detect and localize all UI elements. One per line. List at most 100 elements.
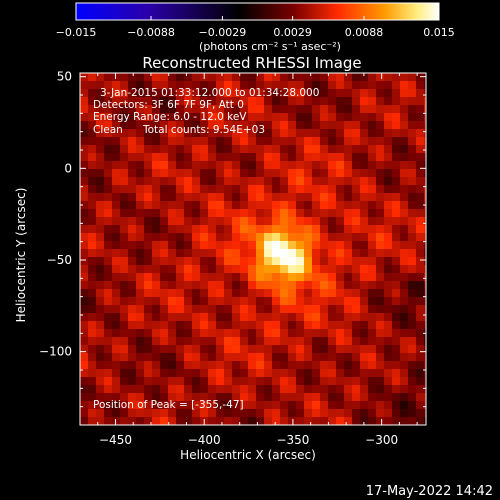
heatmap-cell [232,337,240,345]
heatmap-cell [288,257,296,265]
heatmap-cell [400,121,408,129]
heatmap-cell [328,281,336,289]
heatmap-cell [200,169,208,177]
heatmap-cell [112,401,120,409]
heatmap-cell [296,169,304,177]
heatmap-cell [264,185,272,193]
heatmap-cell [296,193,304,201]
heatmap-cell [312,401,320,409]
heatmap-cell [104,137,112,145]
heatmap-cell [96,145,104,153]
heatmap-cell [392,369,400,377]
heatmap-cell [320,217,328,225]
heatmap-cell [240,169,248,177]
heatmap-cell [352,177,360,185]
heatmap-cell [240,73,248,81]
heatmap-cell [360,129,368,137]
heatmap-cell [232,361,240,369]
heatmap-cell [168,393,176,401]
heatmap-cell [112,201,120,209]
heatmap-cell [136,329,144,337]
heatmap-cell [304,289,312,297]
heatmap-cell [376,265,384,273]
y-tick-label: 50 [57,70,72,84]
heatmap-cell [240,225,248,233]
heatmap-cell [152,313,160,321]
heatmap-cell [424,337,426,345]
heatmap-cell [184,289,192,297]
heatmap-cell [80,377,88,385]
heatmap-cell [192,377,200,385]
heatmap-cell [208,401,216,409]
heatmap-cell [288,193,296,201]
heatmap-cell [352,385,360,393]
heatmap-cell [264,417,272,425]
heatmap-cell [368,369,376,377]
heatmap-cell [144,273,152,281]
heatmap-cell [296,241,304,249]
heatmap-cell [288,73,296,81]
heatmap-cell [376,121,384,129]
heatmap-cell [344,161,352,169]
heatmap-cell [240,329,248,337]
heatmap-cell [368,297,376,305]
heatmap-cell [112,113,120,121]
heatmap-cell [288,113,296,121]
heatmap-cell [96,209,104,217]
time-range-annotation: 3-Jan-2015 01:33:12.000 to 01:34:28.000 [100,87,319,99]
heatmap-cell [184,177,192,185]
heatmap-cell [224,321,232,329]
heatmap-cell [312,345,320,353]
heatmap-cell [200,113,208,121]
heatmap-cell [96,129,104,137]
heatmap-cell [312,337,320,345]
heatmap-cell [424,257,426,265]
heatmap-cell [168,249,176,257]
heatmap-cell [392,121,400,129]
heatmap-cell [88,353,96,361]
heatmap-cell [192,313,200,321]
heatmap-cell [368,313,376,321]
heatmap-cell [176,217,184,225]
heatmap-cell [288,409,296,417]
heatmap-cell [184,393,192,401]
heatmap-cell [392,129,400,137]
heatmap-cell [216,217,224,225]
heatmap-cell [136,73,144,81]
heatmap-cell [96,81,104,89]
heatmap-cell [80,393,88,401]
heatmap-cell [376,289,384,297]
heatmap-cell [184,129,192,137]
heatmap-cell [264,321,272,329]
heatmap-cell [112,185,120,193]
heatmap-cell [272,225,280,233]
heatmap-cell [216,393,224,401]
heatmap-cell [360,265,368,273]
heatmap-cell [208,153,216,161]
heatmap-cell [400,249,408,257]
heatmap-cell [128,369,136,377]
heatmap-cell [264,345,272,353]
heatmap-cell [160,353,168,361]
heatmap-cell [400,153,408,161]
heatmap-cell [96,153,104,161]
heatmap-cell [160,289,168,297]
heatmap-cell [168,417,176,425]
heatmap-cell [224,121,232,129]
heatmap-cell [144,121,152,129]
heatmap-cell [408,177,416,185]
heatmap-cell [160,281,168,289]
heatmap-cell [144,377,152,385]
heatmap-cell [360,137,368,145]
heatmap-cell [280,353,288,361]
detectors-annotation: Detectors: 3F 6F 7F 9F, Att 0 [93,99,244,111]
heatmap-cell [376,409,384,417]
heatmap-cell [416,377,424,385]
heatmap-cell [272,401,280,409]
heatmap-cell [216,313,224,321]
heatmap-cell [288,201,296,209]
heatmap-cell [240,257,248,265]
heatmap-cell [96,105,104,113]
heatmap-cell [200,129,208,137]
heatmap-cell [144,305,152,313]
